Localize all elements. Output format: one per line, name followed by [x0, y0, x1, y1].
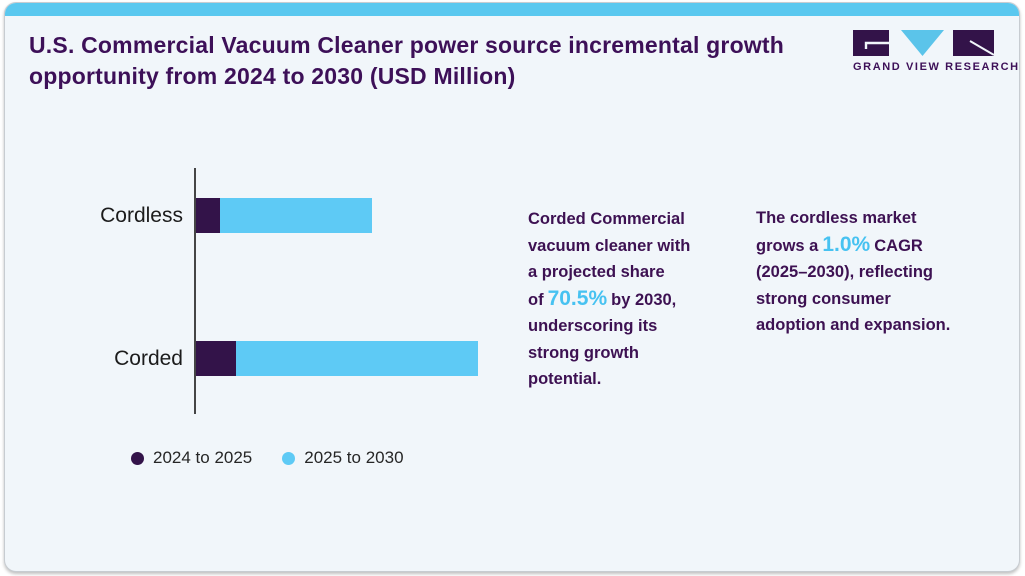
- gvr-logo-icon: [853, 30, 995, 56]
- highlight-cagr-value: 1.0%: [822, 232, 871, 256]
- highlight-share-value: 70.5%: [547, 286, 608, 310]
- legend-dot-icon: [282, 451, 296, 465]
- legend-item: 2024 to 2025: [131, 448, 252, 468]
- annotation-text-after: CAGR (2025–2030), reflecting strong cons…: [756, 236, 951, 335]
- bar-segment: [236, 341, 478, 376]
- legend-label: 2024 to 2025: [153, 448, 253, 467]
- annotation-text-before: The cordless market grows a: [756, 209, 917, 255]
- top-accent-bar: [5, 3, 1019, 16]
- annotation-corded: Corded Commercial vacuum cleaner with a …: [528, 206, 700, 393]
- legend-label: 2025 to 2030: [304, 448, 404, 467]
- brand-wordmark: GRAND VIEW RESEARCH: [853, 61, 1020, 73]
- stacked-bar: [196, 198, 372, 233]
- category-label: Corded: [114, 347, 183, 370]
- legend-item: 2025 to 2030: [282, 448, 404, 468]
- bar-segment: [196, 341, 236, 376]
- category-label: Cordless: [100, 204, 183, 227]
- brand-logo: GRAND VIEW RESEARCH: [853, 30, 1020, 73]
- chart-legend: 2024 to 2025 2025 to 2030: [131, 448, 404, 468]
- category-axis-line: [194, 168, 196, 414]
- chart-title: U.S. Commercial Vacuum Cleaner power sou…: [29, 32, 785, 89]
- annotation-text-after: by 2030, underscoring its strong growth …: [528, 290, 677, 389]
- bar-segment: [220, 198, 372, 233]
- infographic-card: U.S. Commercial Vacuum Cleaner power sou…: [4, 2, 1020, 572]
- bar-segment: [196, 198, 220, 233]
- legend-dot-icon: [131, 451, 144, 465]
- annotation-text-before: Corded Commercial vacuum cleaner with a …: [528, 210, 691, 309]
- annotation-cordless: The cordless market grows a 1.0% CAGR (202…: [756, 205, 952, 339]
- stacked-bar: [196, 341, 478, 376]
